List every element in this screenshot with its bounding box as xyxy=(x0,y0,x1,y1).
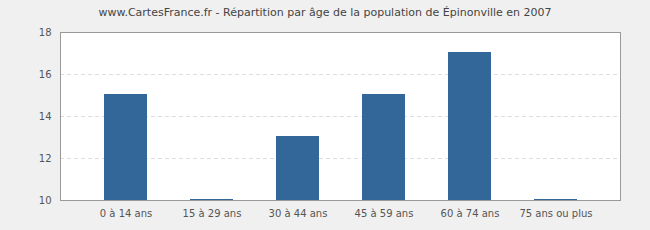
svg-text:30 à 44 ans: 30 à 44 ans xyxy=(269,208,328,219)
svg-text:75 ans ou plus: 75 ans ou plus xyxy=(519,208,592,219)
svg-text:10: 10 xyxy=(39,195,52,206)
html-text:www.CartesFrance.fr - Répartit: www.CartesFrance.fr - Répartition par âg… xyxy=(98,6,552,19)
svg-text:60 à 74 ans: 60 à 74 ans xyxy=(441,208,500,219)
svg-text:14: 14 xyxy=(39,111,52,122)
svg-text:16: 16 xyxy=(39,69,52,80)
svg-text:45 à 59 ans: 45 à 59 ans xyxy=(355,208,414,219)
svg-text:12: 12 xyxy=(39,153,52,164)
svg-text:0 à 14 ans: 0 à 14 ans xyxy=(100,208,152,219)
svg-text:18: 18 xyxy=(39,27,52,38)
svg-text:15 à 29 ans: 15 à 29 ans xyxy=(183,208,242,219)
